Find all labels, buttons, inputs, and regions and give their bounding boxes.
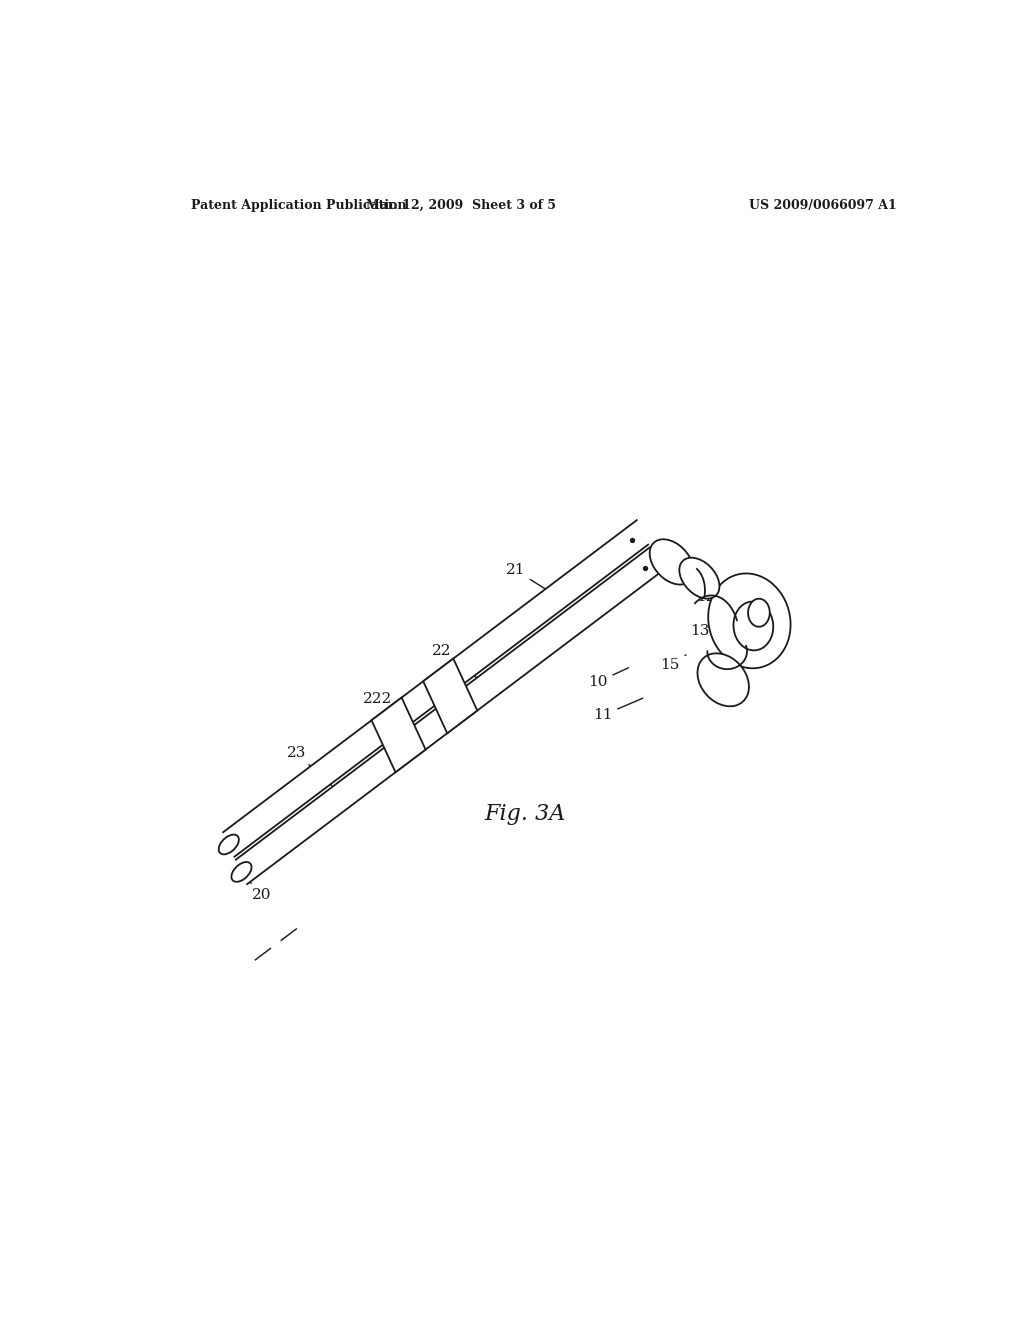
Text: US 2009/0066097 A1: US 2009/0066097 A1 [749, 199, 896, 213]
Text: 12: 12 [696, 590, 730, 611]
Text: 222: 222 [362, 692, 431, 738]
Text: 21: 21 [506, 564, 558, 597]
Polygon shape [372, 697, 426, 772]
Polygon shape [236, 548, 660, 884]
Polygon shape [423, 659, 477, 733]
Ellipse shape [231, 862, 252, 882]
Text: 20: 20 [244, 874, 271, 903]
Text: Patent Application Publication: Patent Application Publication [191, 199, 407, 213]
Polygon shape [223, 520, 648, 857]
Ellipse shape [709, 573, 791, 668]
Text: 13: 13 [690, 624, 722, 644]
Text: 11: 11 [593, 698, 643, 722]
Ellipse shape [219, 834, 239, 854]
Text: 22: 22 [432, 644, 486, 685]
Ellipse shape [733, 602, 773, 651]
Ellipse shape [697, 653, 749, 706]
Text: 23: 23 [287, 746, 336, 789]
Text: 15: 15 [660, 655, 686, 672]
Text: Fig. 3A: Fig. 3A [484, 803, 565, 825]
Text: 10: 10 [588, 668, 629, 689]
Text: Mar. 12, 2009  Sheet 3 of 5: Mar. 12, 2009 Sheet 3 of 5 [367, 199, 556, 213]
Ellipse shape [679, 557, 720, 599]
Ellipse shape [649, 540, 693, 585]
Ellipse shape [749, 599, 770, 627]
